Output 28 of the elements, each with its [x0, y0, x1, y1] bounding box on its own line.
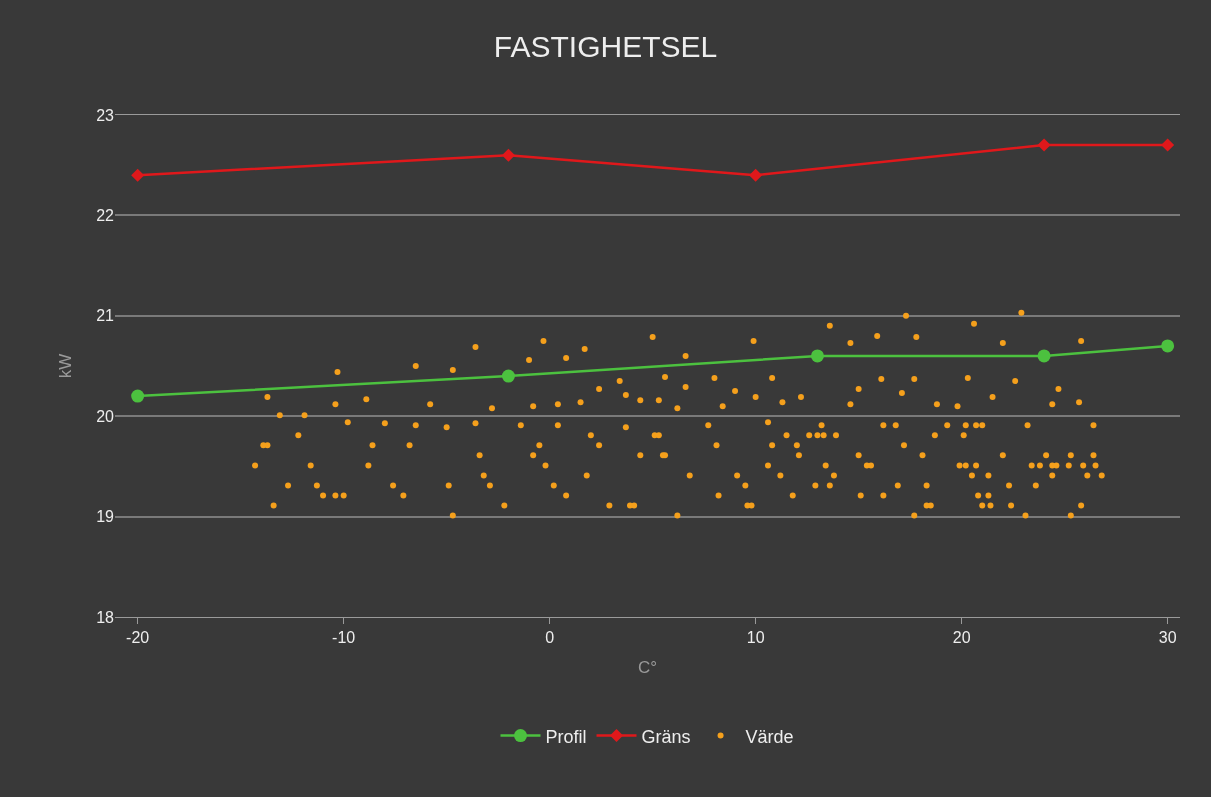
- point: [1037, 138, 1051, 152]
- x-tick-label: -20: [126, 629, 150, 647]
- point: [131, 389, 145, 403]
- point: [749, 168, 763, 182]
- point: [131, 168, 145, 182]
- legend-label: Profil: [545, 726, 587, 747]
- y-axis-title: kW: [55, 353, 75, 379]
- x-tick-label: 20: [952, 629, 971, 647]
- y-tick-label: 18: [96, 608, 115, 626]
- y-tick-label: 21: [96, 307, 115, 325]
- x-axis-title: C°: [637, 657, 658, 677]
- y-tick-label: 22: [96, 207, 115, 224]
- chart-title: FASTIGHETSEL: [493, 29, 718, 63]
- point: [501, 148, 515, 162]
- x-tick-label: 30: [1158, 629, 1177, 647]
- point: [1161, 339, 1175, 353]
- legend-label: Gräns: [641, 726, 691, 747]
- x-tick-label: 0: [545, 629, 555, 647]
- y-tick-label: 23: [96, 106, 115, 124]
- point: [501, 369, 515, 383]
- y-tick-label: 19: [96, 508, 115, 526]
- legend-label: Värde: [745, 726, 794, 747]
- point: [810, 349, 824, 363]
- x-tick-label: 10: [746, 629, 765, 647]
- x-tick-label: -10: [332, 629, 356, 647]
- y-tick-label: 20: [96, 407, 115, 425]
- point: [1161, 138, 1175, 152]
- point: [1037, 349, 1051, 363]
